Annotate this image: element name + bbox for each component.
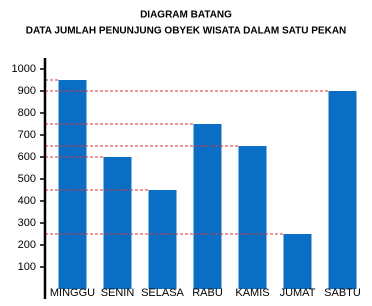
y-tick-label: 100 <box>18 261 36 273</box>
y-tick-label: 800 <box>18 107 36 119</box>
bar <box>283 234 312 289</box>
bar <box>328 91 357 289</box>
x-tick-label: SABTU <box>324 287 361 299</box>
bar <box>238 146 267 289</box>
y-tick-label: 900 <box>18 85 36 97</box>
x-tick-label: JUMAT <box>280 287 316 299</box>
x-tick-label: RABU <box>192 287 223 299</box>
y-tick-label: 1000 <box>12 63 36 75</box>
x-tick-label: KAMIS <box>235 287 269 299</box>
y-tick-label: 200 <box>18 239 36 251</box>
y-tick-label: 500 <box>18 173 36 185</box>
bar <box>193 124 222 289</box>
x-tick-label: MINGGU <box>50 287 95 299</box>
chart-title: DIAGRAM BATANG <box>140 10 232 21</box>
x-tick-label: SENIN <box>101 287 135 299</box>
x-tick-label: SELASA <box>141 287 184 299</box>
bar <box>58 80 87 289</box>
y-tick-label: 400 <box>18 195 36 207</box>
chart-subtitle: DATA JUMLAH PENUNJUNG OBYEK WISATA DALAM… <box>26 26 347 37</box>
y-tick-label: 300 <box>18 217 36 229</box>
bar <box>148 190 177 289</box>
bar <box>103 157 132 289</box>
y-tick-label: 600 <box>18 151 36 163</box>
y-tick-label: 700 <box>18 129 36 141</box>
